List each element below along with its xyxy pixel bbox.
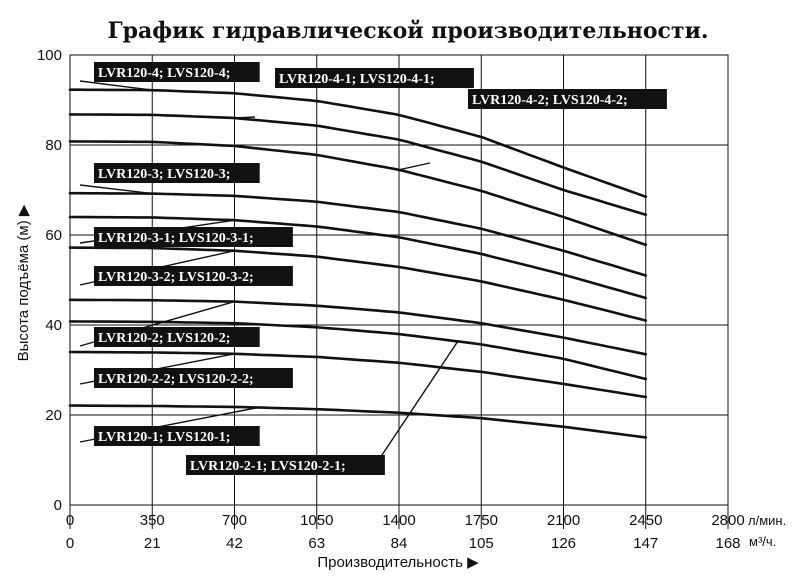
label-leader-line [375,341,459,465]
curve-label-box [94,327,260,347]
curve-label: LVR120-4; LVS120-4; [98,66,230,81]
curve-label-box [94,62,260,82]
label-leader-line [234,116,256,119]
y-tick-label: 100 [37,47,62,64]
curve-label: LVR120-2-1; LVS120-2-1; [190,459,346,474]
axis-ticks: 0035021700421050631400841750105210012624… [37,47,745,552]
x-tick-label-secondary: 21 [144,535,161,552]
series-curve [68,298,648,356]
series-curve [68,191,648,277]
curve-label-box [94,163,260,183]
curve-label-box [94,368,293,388]
x-tick-label-secondary: 84 [391,535,408,552]
series-curve [68,404,648,439]
curve-label: LVR120-2-2; LVS120-2-2; [98,372,254,387]
series-curve [68,215,648,300]
curve-label: LVR120-3-2; LVS120-3-2; [98,270,254,285]
x-secondary-unit: м³/ч. [749,534,776,549]
x-primary-unit: л/мин. [748,513,786,528]
x-tick-label-primary: 700 [222,512,247,529]
curves-group [68,88,648,439]
x-tick-label-secondary: 42 [226,535,243,552]
x-tick-label-secondary: 147 [633,535,658,552]
curve-label-box [94,266,293,286]
x-tick-label-secondary: 126 [551,535,576,552]
y-tick-label: 60 [45,227,62,244]
y-tick-label: 80 [45,137,62,154]
curve-label: LVR120-3; LVS120-3; [98,167,230,182]
label-leader-line [398,162,431,171]
curve-label-box [94,426,260,446]
x-tick-label-primary: 0 [66,512,74,529]
x-tick-label-secondary: 0 [66,535,74,552]
chart-title: График гидравлической производительности… [107,18,708,44]
x-tick-label-secondary: 105 [469,535,494,552]
curve-label-box [275,68,474,88]
label-leader-line [79,80,153,91]
x-axis-label: Производительность ▶ [317,554,479,571]
x-tick-label-primary: 1050 [300,512,333,529]
series-curve [68,246,648,322]
y-tick-label: 40 [45,317,62,334]
x-tick-label-primary: 350 [140,512,165,529]
x-tick-label-secondary: 63 [308,535,325,552]
curve-label: LVR120-1; LVS120-1; [98,430,230,445]
curve-label-box [94,227,293,247]
curve-label: LVR120-3-1; LVS120-3-1; [98,231,254,246]
curve-labels: LVR120-4; LVS120-4; LVR120-4-1; LVS120-4-… [94,62,667,475]
curve-label: LVR120-2; LVS120-2; [98,331,230,346]
series-curve [68,88,648,199]
curve-label-box [186,455,385,475]
x-tick-label-primary: 1750 [465,512,498,529]
x-tick-label-primary: 2800 [711,512,744,529]
x-tick-label-primary: 2100 [547,512,580,529]
series-curve [68,320,648,381]
x-tick-label-secondary: 168 [715,535,740,552]
curve-label-box [468,89,667,109]
curve-label: LVR120-4-2; LVS120-4-2; [472,93,628,108]
y-tick-label: 0 [54,497,62,514]
x-tick-label-primary: 2450 [629,512,662,529]
series-curve [68,140,648,247]
series-curve [68,113,648,217]
label-leader-line [79,184,153,195]
x-tick-label-primary: 1400 [382,512,415,529]
curve-label: LVR120-4-1; LVS120-4-1; [279,72,435,87]
y-tick-label: 20 [45,407,62,424]
series-curve [68,350,648,399]
y-axis-label: Высота подъёма (м) ▶ [15,204,32,361]
